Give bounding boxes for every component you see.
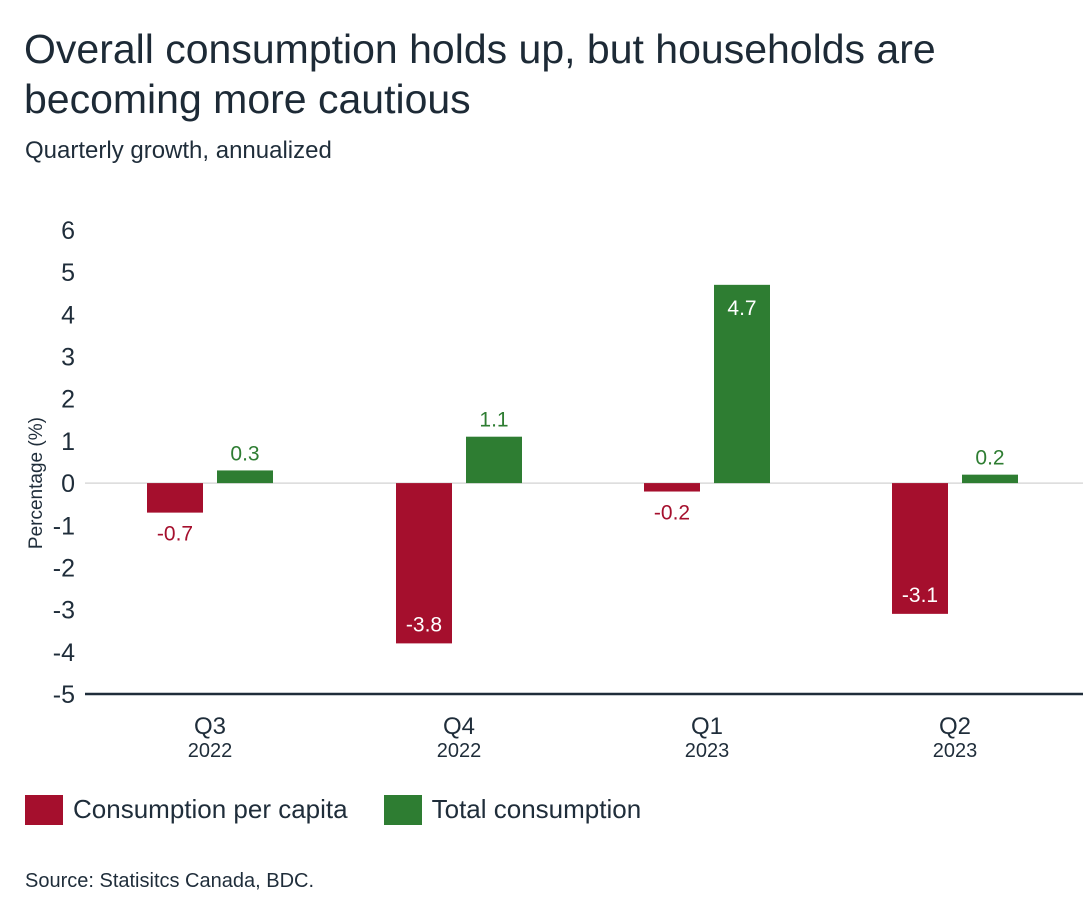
chart-legend: Consumption per capita Total consumption: [25, 794, 677, 825]
data-label-total: 0.3: [230, 442, 259, 465]
y-tick-label: 4: [61, 301, 75, 329]
x-tick-year-label: 2022: [437, 740, 482, 762]
x-tick-label: Q1: [691, 713, 723, 740]
y-tick-label: -2: [53, 554, 75, 582]
data-label-total: 4.7: [727, 297, 756, 320]
y-axis-label: Percentage (%): [26, 417, 47, 549]
source-note: Source: Statisitcs Canada, BDC.: [25, 870, 315, 892]
y-tick-label: -3: [53, 597, 75, 625]
bar-per-capita: [892, 483, 948, 614]
y-tick-label: 5: [61, 259, 75, 287]
chart-subtitle: Quarterly growth, annualized: [25, 137, 332, 164]
data-label-total: 0.2: [975, 447, 1004, 470]
bar-total: [714, 284, 770, 484]
x-tick-label: Q4: [443, 713, 475, 740]
chart-title: Overall consumption holds up, but househ…: [24, 26, 936, 122]
y-tick-label: 2: [61, 386, 75, 414]
data-label-per-capita: -3.8: [406, 613, 442, 636]
legend-item-total: Total consumption: [383, 794, 642, 825]
y-tick-label: -1: [53, 512, 75, 540]
x-tick-label: Q2: [939, 713, 971, 740]
legend-swatch-total: [383, 794, 422, 825]
legend-label-total: Total consumption: [431, 794, 642, 824]
legend-swatch-per-capita: [25, 794, 63, 825]
bar-per-capita: [644, 483, 700, 492]
bar-per-capita: [396, 483, 452, 644]
x-tick-label: Q3: [194, 713, 226, 740]
y-tick-label: 0: [61, 470, 75, 498]
y-tick-label: 3: [61, 344, 75, 372]
x-tick-year-label: 2023: [685, 740, 730, 762]
legend-label-per-capita: Consumption per capita: [73, 794, 348, 824]
y-tick-label: -4: [53, 639, 75, 667]
bar-total: [466, 436, 522, 484]
bar-total: [962, 474, 1018, 484]
x-tick-year-label: 2023: [933, 740, 978, 762]
y-tick-label: -5: [53, 681, 75, 709]
x-tick-year-label: 2022: [188, 740, 233, 762]
legend-item-per-capita: Consumption per capita: [25, 794, 348, 825]
data-label-total: 1.1: [479, 409, 508, 432]
y-tick-label: 1: [61, 428, 75, 456]
bar-per-capita: [147, 483, 203, 513]
y-tick-label: 6: [61, 217, 75, 245]
data-label-per-capita: -3.1: [902, 584, 938, 607]
data-label-per-capita: -0.7: [157, 523, 193, 546]
bar-total: [217, 470, 273, 484]
bar-chart: 6 5 4 3 2 1 0 -1 -2 -3 -4 -5 Percentage (%) -0.7 -3.8 -…: [26, 217, 1083, 762]
data-label-per-capita: -0.2: [654, 502, 690, 525]
